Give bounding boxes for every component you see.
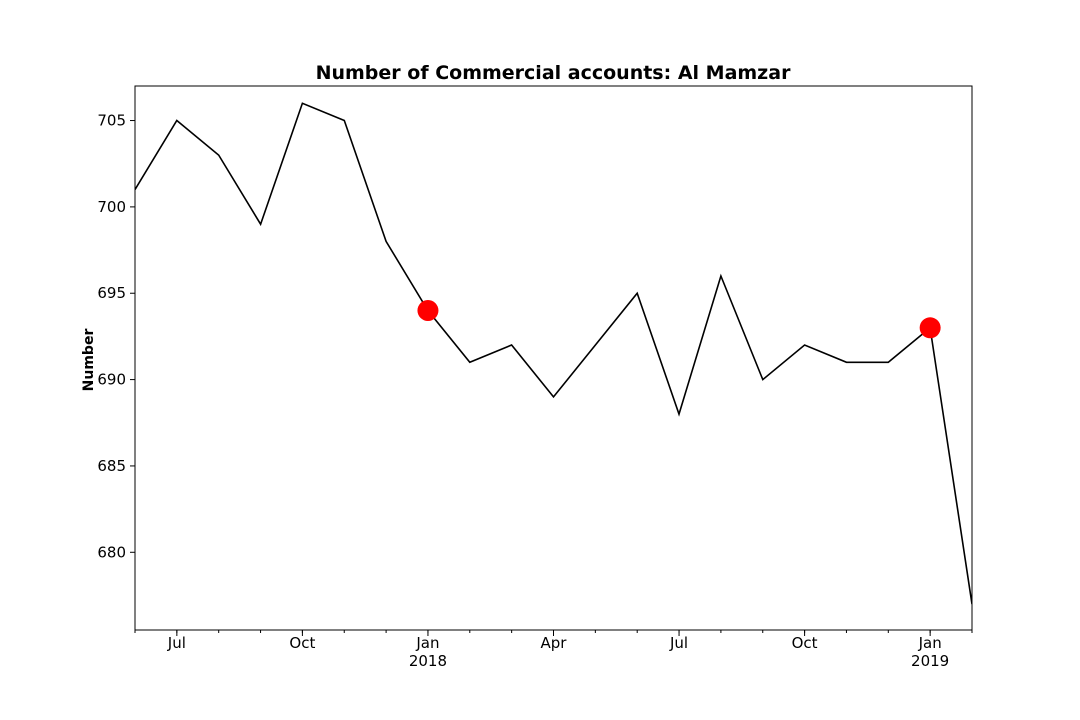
y-tick-label: 695	[97, 284, 126, 302]
y-tick-label: 690	[97, 371, 126, 389]
highlight-point	[417, 300, 439, 322]
x-tick-label: Oct	[792, 634, 818, 652]
x-tick-label: Jul	[669, 634, 688, 652]
y-axis-label: Number	[81, 329, 97, 392]
plot-frame	[134, 85, 973, 631]
x-tick-label: Oct	[289, 634, 315, 652]
y-tick-label: 680	[97, 543, 126, 561]
x-tick-label: Jan	[918, 634, 942, 652]
y-tick-label: 700	[97, 198, 126, 216]
chart-title: Number of Commercial accounts: Al Mamzar	[316, 62, 792, 84]
y-tick-label: 705	[97, 112, 126, 130]
x-tick-label: Apr	[541, 634, 568, 652]
x-tick-year-label: 2019	[911, 652, 949, 670]
x-tick-label: Jul	[167, 634, 186, 652]
x-tick-label: Jan	[415, 634, 439, 652]
highlight-point	[919, 317, 941, 339]
y-tick-label: 685	[97, 457, 126, 475]
series-line	[135, 102, 972, 605]
x-tick-year-label: 2018	[409, 652, 447, 670]
